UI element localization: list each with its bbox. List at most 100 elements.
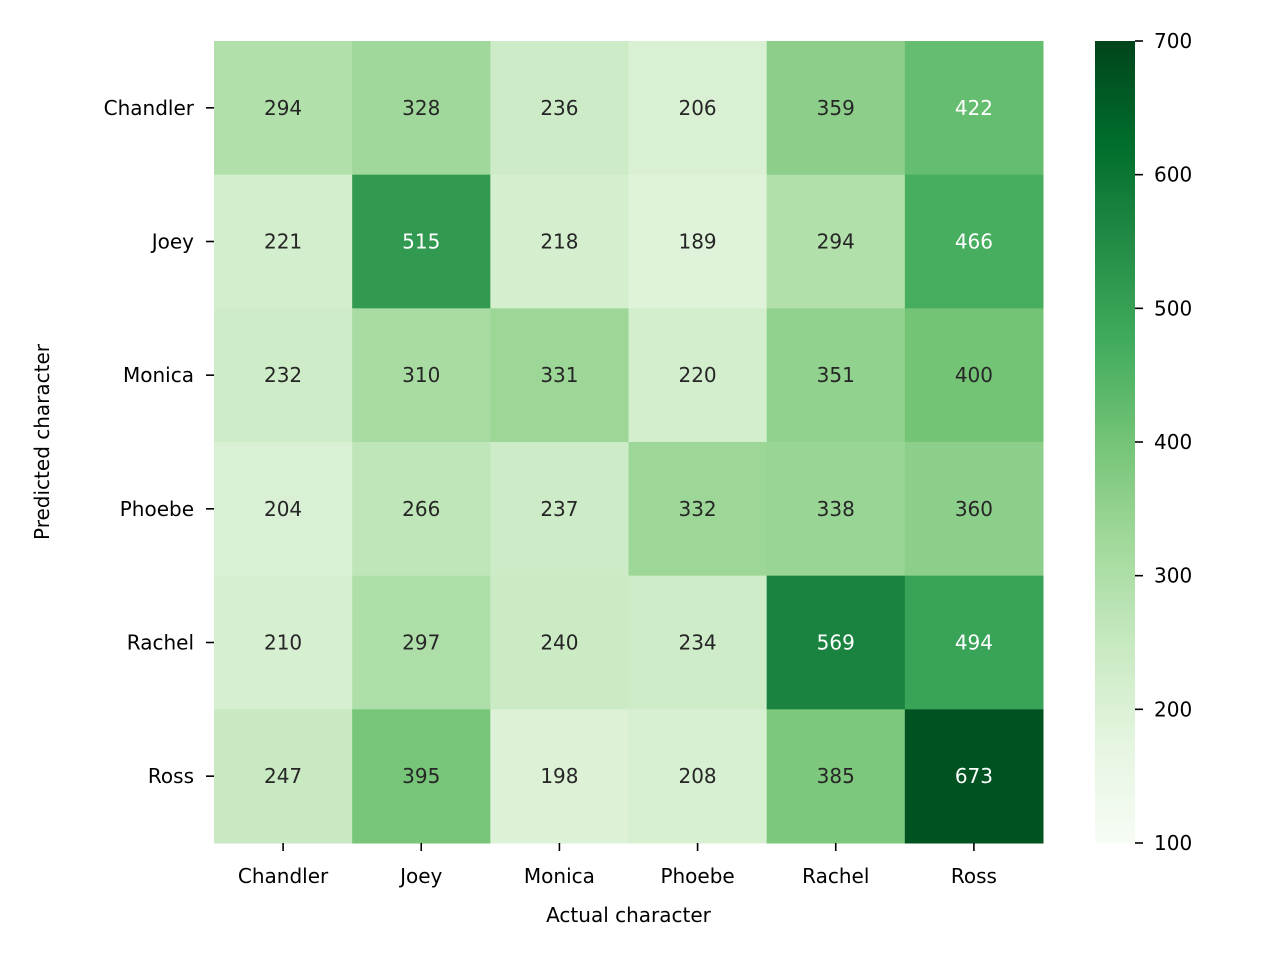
cell-value-label-2-2: 331 [540,363,578,387]
cell-value-label-3-0: 204 [264,497,302,521]
cell-value-label-0-1: 328 [402,96,440,120]
cell-value-label-1-2: 218 [540,230,578,254]
heatmap-cell-3-0 [214,442,353,577]
cell-value-label-0-3: 206 [678,96,716,120]
heatmap-cell-4-3 [628,575,768,710]
colorbar-tick-label-4: 500 [1154,296,1192,320]
cell-value-label-4-5: 494 [955,631,993,655]
heatmap-cell-1-3 [628,174,768,309]
heatmap-cell-5-3 [628,709,768,844]
cell-value-label-1-4: 294 [817,230,855,254]
heatmap-cell-0-5 [904,41,1044,176]
x-tick-label-1: Joey [398,864,442,888]
cell-value-label-5-3: 208 [678,764,716,788]
y-axis-ticks: Chandler Joey Monica Phoebe Rachel Ross [104,96,214,788]
cell-value-label-5-2: 198 [540,764,578,788]
x-tick-label-4: Rachel [802,864,869,888]
cell-value-label-2-3: 220 [678,363,716,387]
y-tick-label-5: Ross [148,764,194,788]
x-tick-label-3: Phoebe [660,864,734,888]
heatmap-cell-4-1 [352,575,491,710]
heatmap-cell-2-0 [214,308,353,443]
heatmap-cell-1-5 [904,174,1044,309]
x-tick-label-2: Monica [524,864,595,888]
cell-value-label-3-5: 360 [955,497,993,521]
cell-value-label-3-4: 338 [817,497,855,521]
heatmap-cell-5-1 [352,709,491,844]
colorbar-tick-label-5: 600 [1154,163,1192,187]
heatmap-cell-5-2 [490,709,629,844]
cell-value-label-5-4: 385 [817,764,855,788]
cell-value-label-5-5: 673 [955,764,993,788]
cell-value-label-3-1: 266 [402,497,440,521]
cell-value-label-2-1: 310 [402,363,440,387]
cell-value-label-1-1: 515 [402,230,440,254]
y-tick-label-3: Phoebe [120,497,194,521]
heatmap-cell-0-4 [766,41,906,176]
heatmap-cell-5-0 [214,709,353,844]
cell-value-label-2-5: 400 [955,363,993,387]
heatmap-cell-1-1 [352,174,491,309]
cell-value-label-3-2: 237 [540,497,578,521]
heatmap-cell-0-1 [352,41,491,176]
x-tick-label-5: Ross [951,864,997,888]
heatmap-cell-1-2 [490,174,629,309]
colorbar-tick-label-6: 700 [1154,29,1192,53]
heatmap-cell-3-4 [766,442,906,577]
heatmap-cell-4-5 [904,575,1044,710]
y-axis-label: Predicted character [30,343,54,540]
colorbar: 100 200 300 400 500 600 700 [1095,29,1192,855]
cell-value-label-0-4: 359 [817,96,855,120]
heatmap-cell-5-4 [766,709,906,844]
heatmap-cell-2-5 [904,308,1044,443]
cell-value-label-0-0: 294 [264,96,302,120]
y-tick-label-0: Chandler [104,96,195,120]
colorbar-tick-label-1: 200 [1154,697,1192,721]
y-tick-label-4: Rachel [127,631,194,655]
colorbar-tick-label-0: 100 [1154,831,1192,855]
heatmap-cell-2-2 [490,308,629,443]
cell-value-label-5-0: 247 [264,764,302,788]
heatmap-cells [214,41,1044,844]
x-axis-label: Actual character [546,903,712,927]
heatmap-cell-3-3 [628,442,768,577]
cell-value-label-5-1: 395 [402,764,440,788]
heatmap-cell-3-5 [904,442,1044,577]
colorbar-tick-label-3: 400 [1154,430,1192,454]
heatmap-cell-0-0 [214,41,353,176]
x-axis-ticks: Chandler Joey Monica Phoebe Rachel Ross [238,843,997,888]
cell-value-label-4-1: 297 [402,631,440,655]
heatmap-cell-1-0 [214,174,353,309]
cell-value-label-2-4: 351 [817,363,855,387]
y-tick-label-1: Joey [150,230,194,254]
heatmap-cell-2-1 [352,308,491,443]
cell-value-label-2-0: 232 [264,363,302,387]
heatmap-cell-2-4 [766,308,906,443]
colorbar-gradient [1095,41,1135,843]
cell-value-labels: 294 328 236 206 359 422 221 515 218 189 294 466 232 3… [264,96,993,788]
heatmap-cell-4-2 [490,575,629,710]
heatmap-cell-3-2 [490,442,629,577]
cell-value-label-1-3: 189 [678,230,716,254]
cell-value-label-4-4: 569 [817,631,855,655]
y-tick-label-2: Monica [123,363,194,387]
heatmap-cell-1-4 [766,174,906,309]
heatmap-cell-5-5 [904,709,1044,844]
colorbar-tick-label-2: 300 [1154,564,1192,588]
heatmap-cell-4-0 [214,575,353,710]
cell-value-label-1-0: 221 [264,230,302,254]
cell-value-label-3-3: 332 [678,497,716,521]
x-tick-label-0: Chandler [238,864,329,888]
heatmap-cell-3-1 [352,442,491,577]
heatmap-cell-0-2 [490,41,629,176]
cell-value-label-1-5: 466 [955,230,993,254]
cell-value-label-4-3: 234 [678,631,716,655]
cell-value-label-0-5: 422 [955,96,993,120]
heatmap-cell-0-3 [628,41,768,176]
cell-value-label-4-2: 240 [540,631,578,655]
heatmap-cell-4-4 [766,575,906,710]
cell-value-label-0-2: 236 [540,96,578,120]
cell-value-label-4-0: 210 [264,631,302,655]
